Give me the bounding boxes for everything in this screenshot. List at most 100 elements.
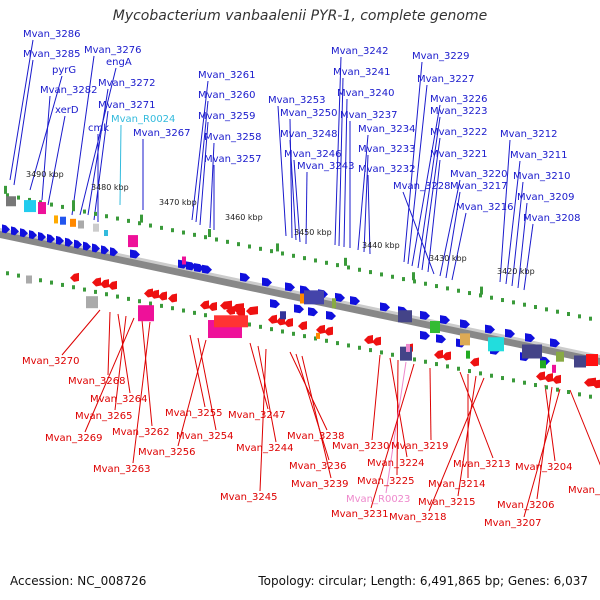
gene-label[interactable]: Mvan_3269 <box>45 433 102 444</box>
gene-label[interactable]: Mvan_3254 <box>176 431 233 442</box>
gene-label[interactable]: Mvan_3233 <box>358 144 415 155</box>
gene-label[interactable]: Mvan_3257 <box>204 154 261 165</box>
gene-arrow-forward[interactable] <box>460 319 470 329</box>
gene-label[interactable]: Mvan_3259 <box>198 111 255 122</box>
gene-label[interactable]: Mvan_3210 <box>513 171 570 182</box>
gene-feature-block[interactable] <box>38 202 46 215</box>
gene-arrow-reverse[interactable] <box>220 300 232 310</box>
gene-label[interactable]: Mvan_3228 <box>393 181 450 192</box>
gene-label[interactable]: Mvan_3208 <box>523 213 580 224</box>
gene-feature-block[interactable] <box>138 305 154 322</box>
gene-arrow-reverse[interactable] <box>158 291 167 301</box>
gene-label[interactable]: Mvan_3207 <box>484 518 541 529</box>
gene-label[interactable]: Mvan_3256 <box>138 447 195 458</box>
gene-feature-block[interactable] <box>304 290 324 305</box>
gene-arrow-reverse[interactable] <box>92 277 101 287</box>
gene-feature-block[interactable] <box>522 344 542 359</box>
gene-arrow-forward[interactable] <box>110 247 118 257</box>
gene-label[interactable]: Mvan_3204 <box>515 462 572 473</box>
gene-label[interactable]: Mvan_3219 <box>391 441 448 452</box>
gene-feature-block[interactable] <box>406 343 410 352</box>
gene-label[interactable]: Mvan_3261 <box>198 70 255 81</box>
gene-label[interactable]: Mvan_3268 <box>68 376 125 387</box>
gene-label[interactable]: Mvan_3236 <box>289 461 346 472</box>
gene-label[interactable]: Mvan_3245 <box>220 492 277 503</box>
gene-arrow-forward[interactable] <box>550 338 560 348</box>
gene-label[interactable]: Mvan_R0024 <box>111 114 175 125</box>
gene-label[interactable]: Mvan_3230 <box>332 441 389 452</box>
gene-feature-block[interactable] <box>280 311 286 320</box>
gene-label[interactable]: Mvan_3218 <box>389 512 446 523</box>
gene-arrow-forward[interactable] <box>420 310 430 320</box>
gene-arrow-forward[interactable] <box>194 263 204 273</box>
gene-arrow-forward[interactable] <box>65 237 73 247</box>
gene-label[interactable]: Mvan_3276 <box>84 45 141 56</box>
gene-arrow-reverse[interactable] <box>200 300 209 310</box>
gene-label[interactable]: Mvan_3229 <box>412 51 469 62</box>
gene-feature-block[interactable] <box>466 350 470 359</box>
gene-arrow-forward[interactable] <box>29 230 37 240</box>
gene-label[interactable]: Mvan_3272 <box>98 78 155 89</box>
gene-arrow-forward[interactable] <box>74 239 82 249</box>
gene-label[interactable]: Mvan_3267 <box>133 128 190 139</box>
gene-label[interactable]: Mvan_3212 <box>500 129 557 140</box>
gene-arrow-reverse[interactable] <box>168 293 177 303</box>
gene-arrow-reverse[interactable] <box>232 303 244 313</box>
gene-feature-block[interactable] <box>60 216 66 225</box>
gene-feature-block[interactable] <box>430 321 440 334</box>
gene-arrow-forward[interactable] <box>436 334 446 344</box>
gene-arrow-forward[interactable] <box>420 330 430 340</box>
gene-arrow-forward[interactable] <box>186 261 196 271</box>
gene-arrow-reverse[interactable] <box>284 318 293 328</box>
gene-arrow-forward[interactable] <box>47 233 55 243</box>
gene-arrow-forward[interactable] <box>130 249 140 259</box>
gene-arrow-forward[interactable] <box>285 282 295 292</box>
gene-arrow-reverse[interactable] <box>208 302 217 312</box>
gene-label[interactable]: Mvan_3243 <box>297 161 354 172</box>
gene-label[interactable]: Mvan_3247 <box>228 410 285 421</box>
gene-arrow-forward[interactable] <box>92 243 100 253</box>
gene-label[interactable]: Mvan_3213 <box>453 459 510 470</box>
gene-arrow-reverse[interactable] <box>470 357 479 367</box>
gene-label[interactable]: Mvan_3217 <box>450 181 507 192</box>
gene-arrow-reverse[interactable] <box>536 371 545 381</box>
gene-label[interactable]: Mvan_3241 <box>333 67 390 78</box>
gene-feature-block[interactable] <box>556 351 564 362</box>
gene-arrow-forward[interactable] <box>326 311 336 321</box>
gene-feature-block[interactable] <box>552 364 556 373</box>
gene-label[interactable]: engA <box>106 57 132 68</box>
gene-arrow-forward[interactable] <box>20 228 28 238</box>
gene-arrow-reverse[interactable] <box>100 279 109 289</box>
gene-label[interactable]: Mvan_3264 <box>90 394 147 405</box>
gene-label[interactable]: Mvan_R0023 <box>346 494 410 505</box>
gene-feature-block[interactable] <box>214 315 248 328</box>
gene-label[interactable]: Mvan_3265 <box>75 411 132 422</box>
gene-arrow-reverse[interactable] <box>246 306 258 316</box>
gene-label[interactable]: Mvan_3224 <box>367 458 424 469</box>
gene-label[interactable]: Mvan_3221 <box>430 149 487 160</box>
gene-feature-block[interactable] <box>104 230 108 237</box>
gene-label[interactable]: pyrG <box>52 65 76 76</box>
gene-label[interactable]: Mvan_3282 <box>40 85 97 96</box>
gene-label[interactable]: Mvan_3231 <box>331 509 388 520</box>
gene-label[interactable]: Mvan_3209 <box>517 192 574 203</box>
gene-arrow-forward[interactable] <box>56 235 64 245</box>
gene-feature-block[interactable] <box>332 298 336 309</box>
gene-feature-block[interactable] <box>300 293 304 304</box>
gene-label[interactable]: Mvan_3248 <box>280 129 337 140</box>
gene-label[interactable]: Mvan_3222 <box>430 127 487 138</box>
gene-arrow-forward[interactable] <box>270 299 280 309</box>
gene-arrow-forward[interactable] <box>2 224 10 234</box>
gene-feature-block[interactable] <box>26 275 32 284</box>
gene-feature-block[interactable] <box>24 200 36 213</box>
gene-label[interactable]: Mvan_3242 <box>331 46 388 57</box>
gene-label[interactable]: Mvan_3214 <box>428 479 485 490</box>
gene-label[interactable]: Mvan_3271 <box>98 100 155 111</box>
gene-label[interactable]: Mvan_3250 <box>280 108 337 119</box>
gene-label[interactable]: xerD <box>55 105 79 116</box>
gene-feature-block[interactable] <box>93 223 99 232</box>
gene-feature-block[interactable] <box>54 215 58 224</box>
gene-arrow-forward[interactable] <box>262 277 272 287</box>
gene-feature-block[interactable] <box>540 360 546 369</box>
gene-arrow-forward[interactable] <box>505 328 515 338</box>
